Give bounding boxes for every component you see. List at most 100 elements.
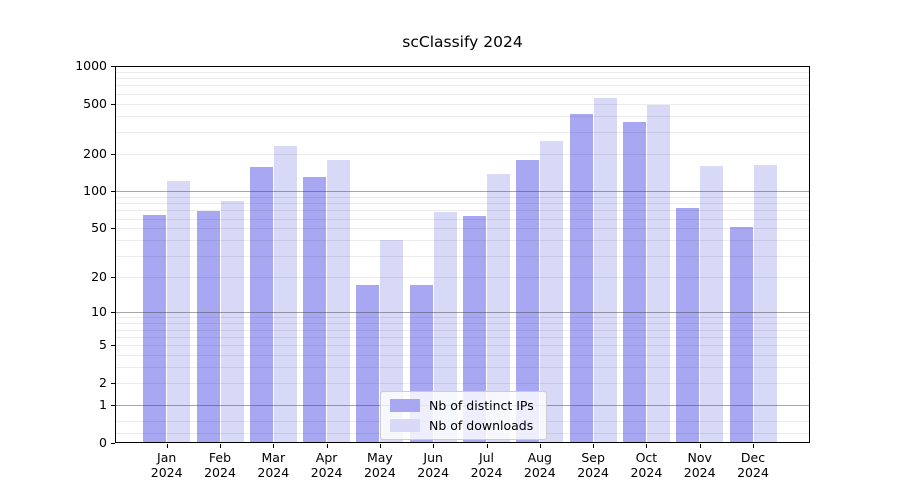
x-tick-label-jun: Jun 2024: [417, 450, 450, 480]
y-tick-label: 20: [91, 268, 107, 284]
x-tick-label-feb: Feb 2024: [204, 450, 236, 480]
x-tick-mark: [166, 444, 168, 448]
gridline-minor: [115, 228, 810, 230]
gridline-minor: [115, 93, 810, 95]
gridline-minor: [115, 383, 810, 385]
y-tick-mark: [111, 312, 115, 314]
x-tick-label-nov: Nov 2024: [683, 450, 716, 480]
y-tick-mark: [111, 276, 115, 278]
bar-jul-downloads: [487, 173, 510, 443]
bar-mar-distinct-ips: [249, 167, 273, 443]
gridline-minor: [115, 78, 810, 80]
y-tick-mark: [111, 103, 115, 105]
legend-swatch-downloads: [390, 419, 420, 432]
x-tick-mark: [593, 444, 595, 448]
y-tick-mark: [111, 228, 115, 230]
x-tick-mark: [433, 444, 435, 448]
legend-entry-distinct-ips: Nb of distinct IPs: [390, 398, 534, 413]
bar-jun-downloads: [433, 211, 457, 443]
gridline-minor: [115, 240, 810, 242]
x-tick-label-jan: Jan 2024: [150, 450, 183, 480]
x-tick-label-sep: Sep 2024: [577, 450, 609, 480]
y-tick-mark: [111, 345, 115, 347]
bar-jan-distinct-ips: [143, 215, 167, 443]
x-tick-label-may: May 2024: [363, 450, 396, 480]
gridline-minor: [115, 115, 810, 117]
gridline-minor: [115, 367, 810, 369]
gridline-minor: [115, 345, 810, 347]
bar-oct-distinct-ips: [622, 121, 646, 443]
bar-dec-downloads: [753, 165, 777, 443]
gridline-minor: [115, 355, 810, 357]
bar-sep-downloads: [593, 97, 617, 443]
x-tick-mark: [753, 444, 754, 448]
y-tick-label: 500: [83, 95, 107, 111]
x-tick-label-dec: Dec 2024: [737, 450, 769, 480]
y-tick-mark: [111, 191, 115, 193]
y-tick-mark: [111, 66, 115, 67]
bar-feb-downloads: [220, 200, 244, 443]
y-tick-label: 1: [99, 397, 107, 413]
y-tick-label: 50: [91, 220, 107, 236]
bar-may-distinct-ips: [356, 285, 380, 443]
x-tick-mark: [486, 444, 488, 448]
x-tick-label-mar: Mar 2024: [257, 450, 290, 480]
gridline-minor: [115, 153, 810, 155]
bar-dec-distinct-ips: [729, 227, 753, 443]
bar-aug-distinct-ips: [516, 159, 540, 443]
bar-apr-downloads: [327, 160, 351, 443]
x-tick-mark: [220, 444, 221, 448]
y-tick-label: 0: [99, 435, 107, 450]
y-tick-label: 2: [99, 375, 107, 391]
y-tick-label: 5: [99, 337, 107, 353]
gridline-minor: [115, 131, 810, 133]
x-tick-mark: [379, 444, 381, 448]
plot-area: [115, 66, 810, 443]
x-tick-mark: [273, 444, 275, 448]
bar-aug-downloads: [540, 140, 564, 443]
bar-apr-distinct-ips: [303, 176, 327, 443]
gridline-minor: [115, 103, 810, 105]
x-tick-mark: [326, 444, 328, 448]
bar-nov-downloads: [700, 166, 724, 443]
y-tick-label: 200: [83, 145, 107, 161]
bar-sep-distinct-ips: [569, 114, 593, 443]
gridline-minor: [115, 203, 810, 205]
legend-swatch-distinct-ips: [390, 399, 420, 412]
x-tick-label-apr: Apr 2024: [310, 450, 343, 480]
x-tick-label-oct: Oct 2024: [630, 450, 663, 480]
gridline-minor: [115, 276, 810, 278]
legend-label-downloads: Nb of downloads: [429, 418, 534, 433]
bar-feb-distinct-ips: [196, 211, 220, 443]
legend-label-distinct-ips: Nb of distinct IPs: [429, 398, 534, 413]
gridline-minor: [115, 196, 810, 198]
bar-jan-downloads: [167, 181, 191, 443]
gridline-minor: [115, 218, 810, 220]
bar-jul-distinct-ips: [463, 216, 486, 443]
y-tick-label: 100: [83, 183, 107, 199]
gridline-major: [115, 312, 810, 314]
y-tick-label: 10: [91, 304, 107, 320]
bar-oct-downloads: [646, 104, 670, 443]
gridline-minor: [115, 255, 810, 257]
y-tick-label: 1000: [75, 58, 107, 73]
x-tick-label-jul: Jul 2024: [470, 450, 503, 480]
gridline-minor: [115, 317, 810, 319]
y-tick-mark: [111, 383, 115, 385]
x-tick-mark: [539, 444, 541, 448]
y-tick-mark: [111, 153, 115, 155]
gridline-major: [115, 191, 810, 193]
bar-nov-distinct-ips: [676, 208, 700, 443]
legend: Nb of distinct IPs Nb of downloads: [380, 391, 547, 440]
y-tick-mark: [111, 443, 115, 444]
gridline-minor: [115, 71, 810, 73]
gridline-minor: [115, 323, 810, 325]
x-tick-label-aug: Aug 2024: [523, 450, 556, 480]
gridline-minor: [115, 210, 810, 212]
x-tick-mark: [646, 444, 648, 448]
gridline-minor: [115, 329, 810, 331]
y-tick-mark: [111, 405, 115, 407]
legend-entry-downloads: Nb of downloads: [390, 418, 534, 433]
gridline-minor: [115, 85, 810, 87]
